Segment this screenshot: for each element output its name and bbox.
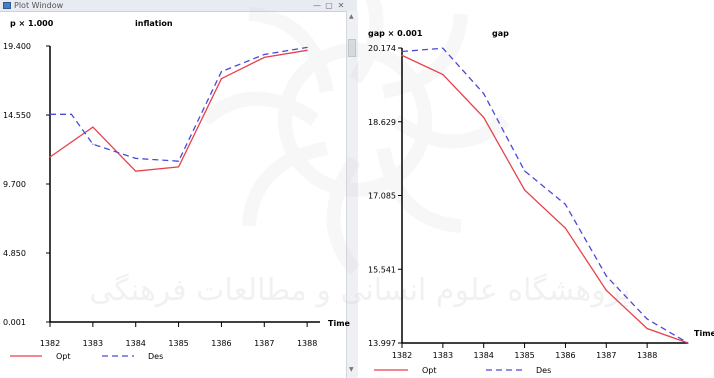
- series-point-des: [92, 143, 94, 145]
- series-point-des: [401, 50, 403, 53]
- series-point-opt: [442, 73, 444, 76]
- watermark-petal: [241, 141, 329, 227]
- series-line-des: [401, 47, 689, 344]
- series-point-des: [263, 53, 265, 56]
- x-tick-label: 1386: [555, 351, 575, 360]
- legend-label-opt: Opt: [422, 366, 437, 375]
- minimize-button[interactable]: —: [313, 1, 321, 10]
- scroll-up-icon[interactable]: ▲: [349, 13, 354, 20]
- y-tick-label: 13.997: [368, 339, 396, 348]
- chart-title: gap: [492, 29, 509, 38]
- y-tick-label: 17.085: [368, 192, 396, 201]
- y-tick-label: 14.550: [3, 111, 31, 120]
- legend-label-opt: Opt: [56, 352, 71, 361]
- series-point-des: [220, 71, 223, 73]
- series-point-des: [483, 92, 485, 95]
- series-point-des: [49, 113, 51, 115]
- watermark-petal: [349, 0, 384, 85]
- watermark-petal: [381, 13, 469, 99]
- gap-chart: gap × 0.001 gap 20.174 18.629 17.085 15.541 13…: [368, 29, 714, 375]
- x-tick-label: 1385: [514, 351, 534, 360]
- series-line-des: [50, 46, 308, 162]
- scroll-thumb[interactable]: [348, 39, 356, 57]
- chart-scale-label: p × 1.000: [10, 19, 54, 28]
- series-line-opt: [401, 54, 689, 344]
- series-point-opt: [220, 78, 223, 80]
- watermark-ring: [278, 43, 432, 197]
- series-point-opt: [401, 54, 403, 56]
- series-point-opt: [483, 116, 485, 119]
- y-tick-label: 0.001: [3, 318, 26, 327]
- series-point-opt: [523, 189, 526, 191]
- series-point-des: [687, 342, 689, 344]
- series-line-opt: [49, 49, 308, 172]
- x-tick-label: 1383: [433, 351, 453, 360]
- series-point-des: [70, 113, 73, 115]
- series-point-des: [306, 46, 308, 49]
- x-tick-label: 1388: [637, 351, 657, 360]
- plot-window: Plot Window — ▢ ✕ ▲ ▼: [0, 0, 358, 378]
- x-tick-label: 1385: [168, 339, 188, 348]
- y-tick-label: 20.174: [368, 44, 396, 53]
- series-point-opt: [92, 126, 94, 128]
- y-tick-label: 18.629: [368, 118, 396, 127]
- series-point-opt: [564, 227, 567, 229]
- legend-label-des: Des: [148, 352, 163, 361]
- legend-label-des: Des: [536, 366, 551, 375]
- time-axis-label: Time: [694, 329, 714, 338]
- series-point-opt: [605, 289, 607, 291]
- x-tick-label: 1388: [297, 339, 317, 348]
- series-point-opt: [177, 166, 180, 168]
- scroll-down-icon[interactable]: ▼: [349, 366, 354, 373]
- x-tick-label: 1382: [392, 351, 412, 360]
- chart-title: inflation: [135, 19, 173, 28]
- series-point-opt: [49, 156, 51, 158]
- watermark-petal: [376, 146, 462, 234]
- inflation-chart: p × 1.000 inflation 19.400 14.550 9.700 4.850…: [3, 19, 351, 361]
- series-point-des: [442, 47, 444, 49]
- watermark-petal: [326, 155, 361, 275]
- watermark-petal: [390, 114, 510, 149]
- series-point-opt: [263, 56, 265, 58]
- watermark-petal: [248, 6, 334, 94]
- series-point-des: [135, 157, 137, 159]
- y-tick-label: 9.700: [3, 180, 26, 189]
- x-tick-label: 1386: [211, 339, 231, 348]
- window-titlebar[interactable]: Plot Window — ▢ ✕: [0, 0, 357, 12]
- series-point-des: [605, 275, 607, 277]
- window-title: Plot Window: [14, 1, 64, 10]
- x-tick-label: 1382: [40, 339, 60, 348]
- time-axis-label: Time: [328, 319, 351, 328]
- y-tick-label: 19.400: [3, 42, 31, 51]
- series-point-des: [646, 318, 648, 320]
- watermark-petal: [200, 91, 320, 126]
- x-tick-label: 1387: [254, 339, 274, 348]
- vertical-scrollbar[interactable]: ▲ ▼: [346, 11, 358, 378]
- y-tick-label: 4.850: [3, 249, 26, 258]
- series-point-opt: [646, 327, 648, 330]
- close-button[interactable]: ✕: [337, 1, 345, 10]
- series-point-des: [564, 203, 567, 205]
- x-tick-label: 1384: [126, 339, 146, 348]
- app-icon: [3, 2, 11, 9]
- chart-scale-label: gap × 0.001: [368, 29, 423, 38]
- series-point-des: [177, 160, 180, 162]
- watermark-text: پژوهشگاه علوم انسانی و مطالعات فرهنگی: [89, 273, 631, 308]
- x-tick-label: 1387: [596, 351, 616, 360]
- x-tick-label: 1384: [474, 351, 494, 360]
- x-tick-label: 1383: [83, 339, 103, 348]
- series-point-opt: [306, 49, 308, 51]
- maximize-button[interactable]: ▢: [325, 1, 333, 10]
- y-tick-label: 15.541: [368, 265, 396, 274]
- series-point-opt: [135, 170, 137, 172]
- series-point-des: [523, 170, 526, 172]
